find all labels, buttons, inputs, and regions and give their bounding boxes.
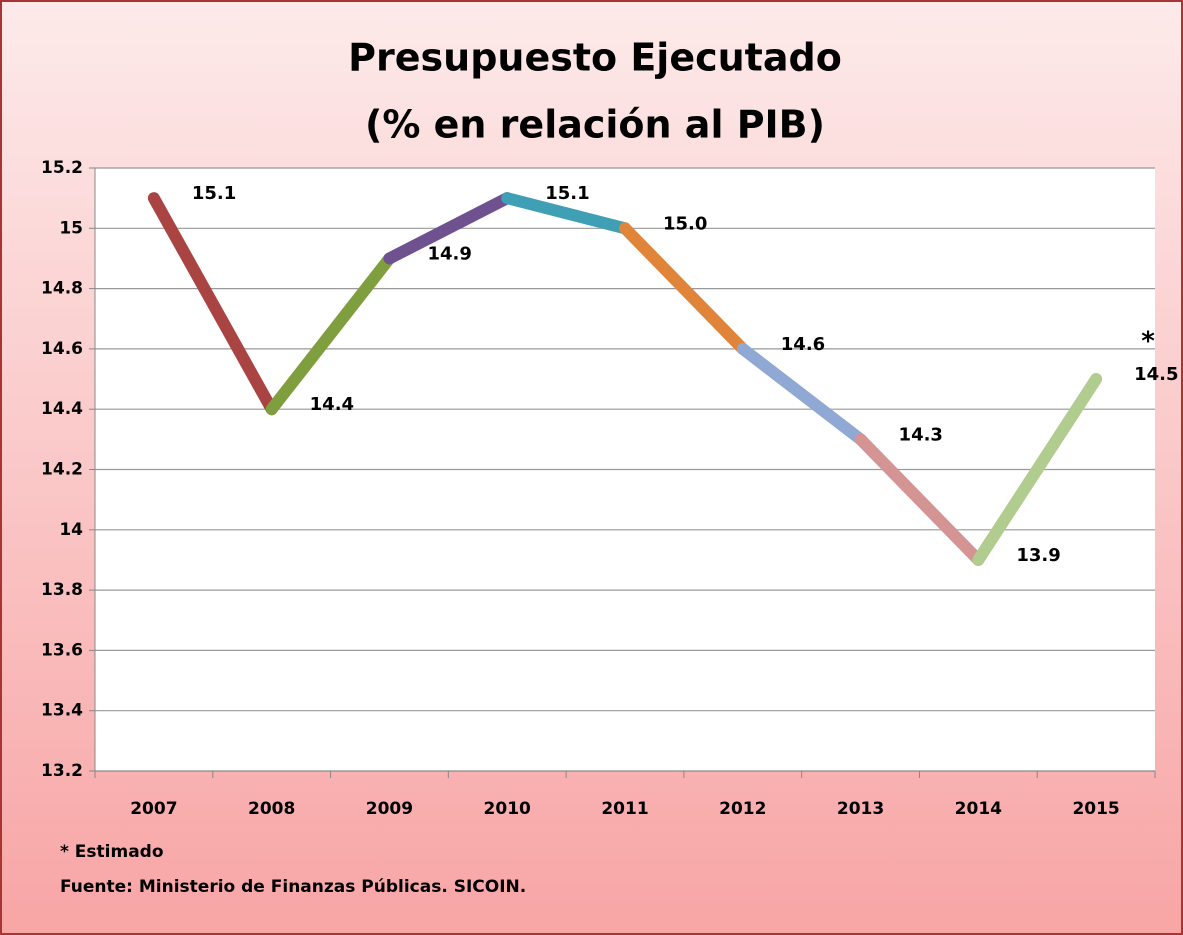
line-segment	[147, 192, 278, 416]
y-tick-label: 15	[59, 218, 83, 238]
data-label: 15.0	[663, 213, 707, 234]
y-tick-label: 14.2	[41, 460, 83, 480]
y-tick-label: 14.8	[41, 279, 83, 299]
line-segment	[265, 252, 396, 416]
x-tick-label: 2011	[601, 799, 648, 819]
data-label: 13.9	[1016, 545, 1060, 566]
line-segment	[619, 222, 749, 355]
x-tick-label: 2015	[1072, 799, 1119, 819]
y-tick-label: 13.4	[41, 701, 83, 721]
y-tick-label: 14	[59, 520, 83, 540]
data-label: 14.4	[310, 394, 354, 415]
x-tick-label: 2009	[366, 799, 413, 819]
chart-subtitle: (% en relación al PIB)	[365, 103, 825, 147]
x-tick-label: 2012	[719, 799, 766, 819]
data-label: 15.1	[545, 183, 589, 204]
note: * Estimado	[60, 842, 164, 862]
x-tick-label: 2008	[248, 799, 295, 819]
data-label: 14.5	[1134, 364, 1178, 385]
annotation: *	[1141, 327, 1155, 357]
y-tick-label: 13.2	[41, 761, 83, 781]
chart-title: Presupuesto Ejecutado	[348, 36, 842, 80]
x-tick-label: 2014	[955, 799, 1002, 819]
source: Fuente: Ministerio de Finanzas Públicas.…	[60, 877, 526, 897]
y-tick-label: 14.4	[41, 399, 83, 419]
data-label: 14.6	[781, 334, 825, 355]
y-tick-label: 13.6	[41, 640, 83, 660]
line-segment	[501, 192, 631, 235]
line-segment	[736, 342, 867, 446]
x-tick-label: 2010	[484, 799, 531, 819]
line-segment	[383, 192, 514, 265]
y-tick-label: 13.8	[41, 580, 83, 600]
y-tick-label: 15.2	[41, 158, 83, 178]
y-tick-label: 14.6	[41, 339, 83, 359]
line-segment	[972, 373, 1103, 566]
data-label: 14.3	[899, 424, 943, 445]
data-label: 14.9	[427, 243, 471, 264]
data-label: 15.1	[192, 183, 236, 204]
x-tick-label: 2013	[837, 799, 884, 819]
x-tick-label: 2007	[130, 799, 177, 819]
line-segment	[854, 433, 985, 566]
